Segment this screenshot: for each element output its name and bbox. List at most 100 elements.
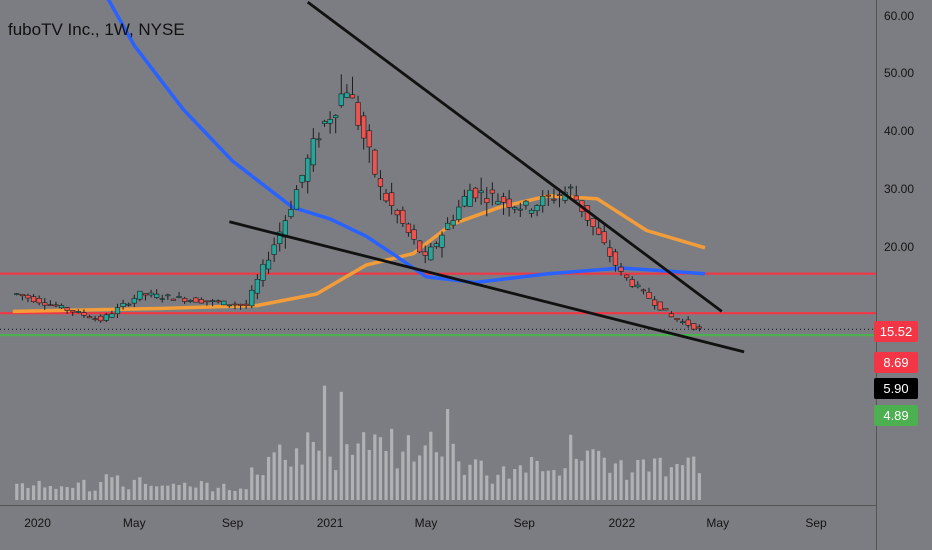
volume-bar [160, 485, 164, 500]
candle-body [478, 190, 484, 194]
volume-bar [513, 468, 517, 500]
volume-bar [541, 471, 545, 500]
volume-bar [311, 441, 315, 500]
price-tag: 4.89 [874, 405, 918, 426]
volume-bar [199, 481, 204, 500]
candle-body [696, 326, 702, 329]
candle-body [204, 300, 210, 303]
volume-bar [272, 452, 276, 500]
volume-bar [306, 432, 310, 500]
price-tag: 8.69 [874, 352, 918, 373]
volume-bar [462, 474, 466, 500]
volume-bar [362, 432, 366, 500]
candle-body [439, 234, 445, 248]
candle-body [103, 314, 109, 321]
volume-bar [574, 458, 578, 500]
volume-bar [26, 487, 30, 500]
candle-body [64, 307, 70, 311]
candle-body [361, 115, 367, 139]
candle-body [277, 231, 283, 244]
x-tick-label: Sep [805, 516, 827, 530]
candle-body [484, 198, 490, 204]
volume-bar [356, 443, 360, 500]
candle-body [349, 94, 356, 99]
candle-body [182, 298, 188, 302]
candle-body [187, 300, 193, 302]
candle-body [428, 246, 434, 261]
volume-bar [608, 472, 612, 500]
candle-body [534, 205, 540, 212]
candle-body [467, 189, 473, 207]
volume-bar [675, 463, 679, 500]
volume-bar [345, 444, 349, 500]
volume-bar [82, 479, 86, 500]
candle-body [556, 194, 563, 197]
volume-bar [613, 463, 618, 500]
y-tick-label: 40.00 [884, 124, 915, 139]
candle-body [596, 227, 602, 235]
volume-bar [630, 472, 634, 500]
volume-bar [580, 460, 584, 500]
candle-body [372, 149, 378, 175]
candle-body [81, 312, 87, 316]
candle-body [366, 130, 372, 148]
candle-body [344, 92, 350, 98]
chart-title: fuboTV Inc., 1W, NYSE [8, 20, 185, 39]
volume-bar [641, 459, 646, 500]
candle-body [58, 305, 65, 309]
candle-body [545, 194, 551, 197]
volume-bar [535, 460, 539, 500]
volume-bar [328, 456, 332, 500]
candle-body [53, 304, 59, 307]
candle-body [355, 102, 361, 126]
x-tick-label: May [706, 516, 730, 530]
candle-body [75, 311, 81, 313]
price-tag: 15.52 [874, 321, 918, 342]
candle-body [288, 209, 294, 217]
volume-bar [110, 477, 114, 500]
volume-bar [233, 490, 237, 500]
volume-bar [76, 482, 80, 500]
volume-bar [496, 474, 500, 500]
candle-body [154, 293, 160, 298]
candle-body [126, 303, 132, 306]
volume-bar [585, 450, 590, 500]
volume-bar [473, 459, 478, 500]
candle-body [193, 297, 199, 303]
volume-bar [625, 479, 629, 500]
volume-bar [188, 486, 192, 500]
volume-bar [127, 489, 131, 500]
volume-bar [87, 491, 92, 500]
volume-bar [149, 485, 153, 500]
volume-bar [401, 451, 405, 500]
volume-bar [350, 454, 355, 500]
candle-body [450, 220, 456, 226]
candle-body [86, 316, 93, 319]
trendline [306, 1, 723, 313]
volume-bar [227, 490, 231, 500]
candle-body [142, 293, 149, 296]
candle-body [433, 243, 440, 247]
candle-body [137, 290, 143, 300]
candle-body [377, 178, 384, 187]
volume-bar [597, 450, 601, 500]
volume-bar [15, 483, 19, 500]
volume-bar [166, 485, 170, 500]
volume-bar [664, 476, 668, 500]
candle-body [159, 298, 165, 300]
volume-bar [686, 457, 690, 500]
candle-body [265, 259, 272, 270]
volume-bar [155, 486, 159, 500]
volume-bar [138, 477, 142, 500]
candle-body [411, 229, 417, 240]
candle-body [461, 195, 467, 207]
candle-body [629, 279, 635, 287]
volume-bar [658, 457, 662, 500]
volume-bar [300, 464, 304, 500]
volume-bar [43, 487, 47, 500]
candle-body [36, 297, 42, 304]
candle-body [568, 186, 574, 189]
volume-bar [378, 437, 383, 500]
volume-bar [104, 474, 108, 500]
